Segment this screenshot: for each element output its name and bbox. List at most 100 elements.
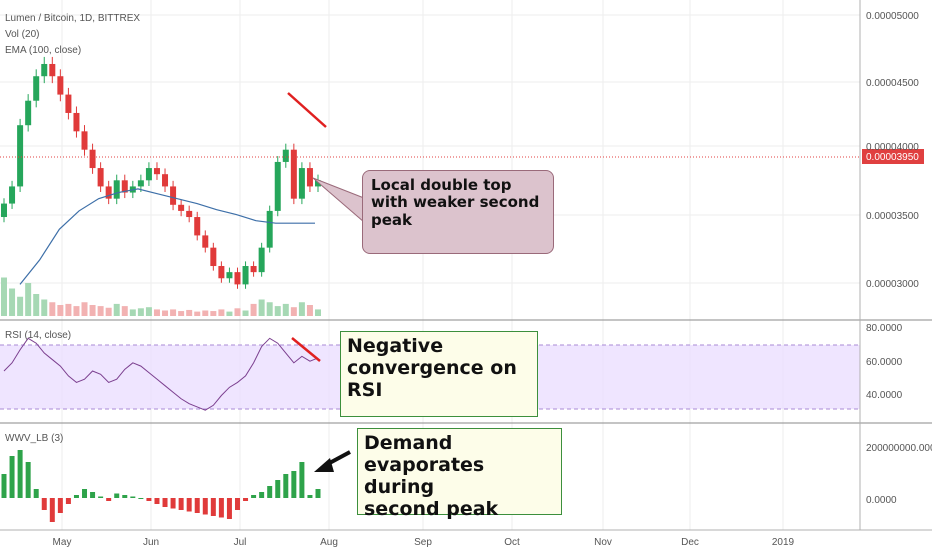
candle-body bbox=[25, 100, 32, 126]
wwv-bar bbox=[33, 489, 39, 498]
price-annotation-line-2: with weaker second bbox=[371, 193, 540, 212]
wwv-bar bbox=[307, 495, 313, 498]
candle-body bbox=[274, 161, 281, 211]
volume-bar bbox=[17, 296, 24, 316]
wwv-bar bbox=[57, 498, 63, 513]
candle-body bbox=[73, 112, 80, 132]
volume-bar bbox=[9, 288, 16, 316]
price-tick-4: 0.00003500 bbox=[866, 211, 919, 222]
candle-body bbox=[234, 272, 241, 285]
wwv-tick-2: 0.0000 bbox=[866, 495, 897, 506]
x-tick-label: Sep bbox=[414, 537, 432, 548]
rsi-annotation-line-3: RSI bbox=[347, 378, 383, 401]
price-tick-3: 0.00004000 bbox=[866, 142, 919, 153]
candle-body bbox=[170, 186, 177, 205]
x-tick-label: Oct bbox=[504, 537, 520, 548]
x-tick-label: Jul bbox=[234, 537, 247, 548]
candle-body bbox=[202, 235, 209, 248]
candle-body bbox=[97, 168, 104, 187]
wwv-tick-1: 200000000.0000 bbox=[866, 443, 932, 454]
wwv-bar bbox=[25, 462, 31, 498]
volume-bar bbox=[33, 294, 40, 316]
price-annotation: Local double top with weaker second peak bbox=[362, 170, 554, 254]
volume-bar bbox=[105, 307, 112, 316]
volume-bar bbox=[266, 302, 273, 316]
volume-bar bbox=[282, 303, 289, 316]
wwv-histogram bbox=[1, 450, 321, 522]
wwv-bar bbox=[170, 498, 176, 509]
wwv-bar bbox=[98, 496, 104, 498]
wwv-bar bbox=[49, 498, 55, 522]
candle-body bbox=[178, 204, 185, 211]
wwv-bar bbox=[130, 496, 136, 498]
wwv-bar bbox=[138, 498, 144, 499]
volume-annotation-line-2: evaporates during bbox=[364, 453, 485, 498]
time-axis-ticks: May Jun Jul Aug Sep Oct Nov Dec 2019 bbox=[53, 537, 795, 548]
candle-body bbox=[315, 180, 321, 187]
candle-body bbox=[266, 210, 273, 248]
price-tick-1: 0.00005000 bbox=[866, 11, 919, 22]
rsi-line bbox=[3, 337, 319, 411]
volume-bar bbox=[242, 310, 249, 316]
volume-bar bbox=[274, 306, 281, 316]
volume-bar bbox=[89, 305, 96, 316]
volume-bar bbox=[315, 309, 321, 316]
volume-bar bbox=[153, 309, 160, 316]
candle-body bbox=[1, 203, 7, 218]
volume-bar bbox=[73, 306, 80, 316]
volume-bar bbox=[186, 309, 193, 316]
wwv-bar bbox=[267, 486, 273, 498]
volume-annotation: Demand evaporates during second peak bbox=[357, 428, 562, 519]
volume-bar bbox=[121, 306, 128, 316]
wwv-bar bbox=[210, 498, 216, 516]
wwv-bar bbox=[90, 492, 96, 498]
volume-annotation-line-3: second peak bbox=[364, 497, 499, 520]
candle-body bbox=[49, 63, 56, 77]
candle-body bbox=[194, 217, 201, 236]
volume-bar bbox=[290, 307, 297, 316]
volume-bar bbox=[210, 311, 217, 316]
wwv-indicator-label: WWV_LB (3) bbox=[5, 433, 63, 444]
volume-annotation-line-1: Demand bbox=[364, 432, 453, 454]
candle-body bbox=[65, 94, 72, 113]
wwv-bar bbox=[146, 498, 152, 501]
candle-body bbox=[137, 180, 144, 187]
wwv-bar bbox=[186, 498, 192, 512]
candle-body bbox=[282, 149, 289, 162]
candle-body bbox=[153, 168, 160, 175]
volume-bar bbox=[137, 308, 144, 316]
volume-bar bbox=[162, 310, 169, 316]
volume-bar bbox=[170, 309, 177, 316]
wwv-bar bbox=[315, 489, 321, 498]
volume-bar bbox=[113, 303, 120, 316]
volume-bar bbox=[145, 307, 152, 316]
volume-bar bbox=[218, 309, 225, 316]
candle-body bbox=[121, 180, 128, 193]
volume-bar bbox=[41, 299, 48, 316]
volume-bar bbox=[129, 309, 136, 316]
wwv-bar bbox=[1, 474, 7, 498]
candle-body bbox=[250, 266, 257, 273]
vol-indicator-label: Vol (20) bbox=[5, 29, 39, 40]
rsi-annotation-line-1: Negative bbox=[347, 335, 444, 357]
candle-body bbox=[89, 149, 96, 169]
candle-body bbox=[218, 266, 225, 279]
candles bbox=[1, 56, 321, 289]
volume-bar bbox=[178, 311, 185, 316]
volume-bar bbox=[234, 308, 241, 316]
wwv-bar bbox=[283, 474, 289, 498]
volume-bar bbox=[250, 303, 257, 316]
volume-bar bbox=[49, 302, 56, 316]
candle-body bbox=[17, 125, 24, 187]
wwv-bar bbox=[299, 462, 305, 498]
volume-bar bbox=[57, 305, 64, 316]
candle-body bbox=[290, 149, 297, 199]
volume-bar bbox=[258, 299, 265, 316]
x-tick-label: Dec bbox=[681, 537, 699, 548]
price-tick-5: 0.00003000 bbox=[866, 279, 919, 290]
candle-body bbox=[226, 272, 233, 279]
wwv-bar bbox=[9, 456, 15, 498]
wwv-bar bbox=[259, 492, 265, 498]
rsi-annotation: Negative convergence on RSI bbox=[340, 331, 538, 417]
price-annotation-line-1: Local double top bbox=[371, 176, 512, 194]
